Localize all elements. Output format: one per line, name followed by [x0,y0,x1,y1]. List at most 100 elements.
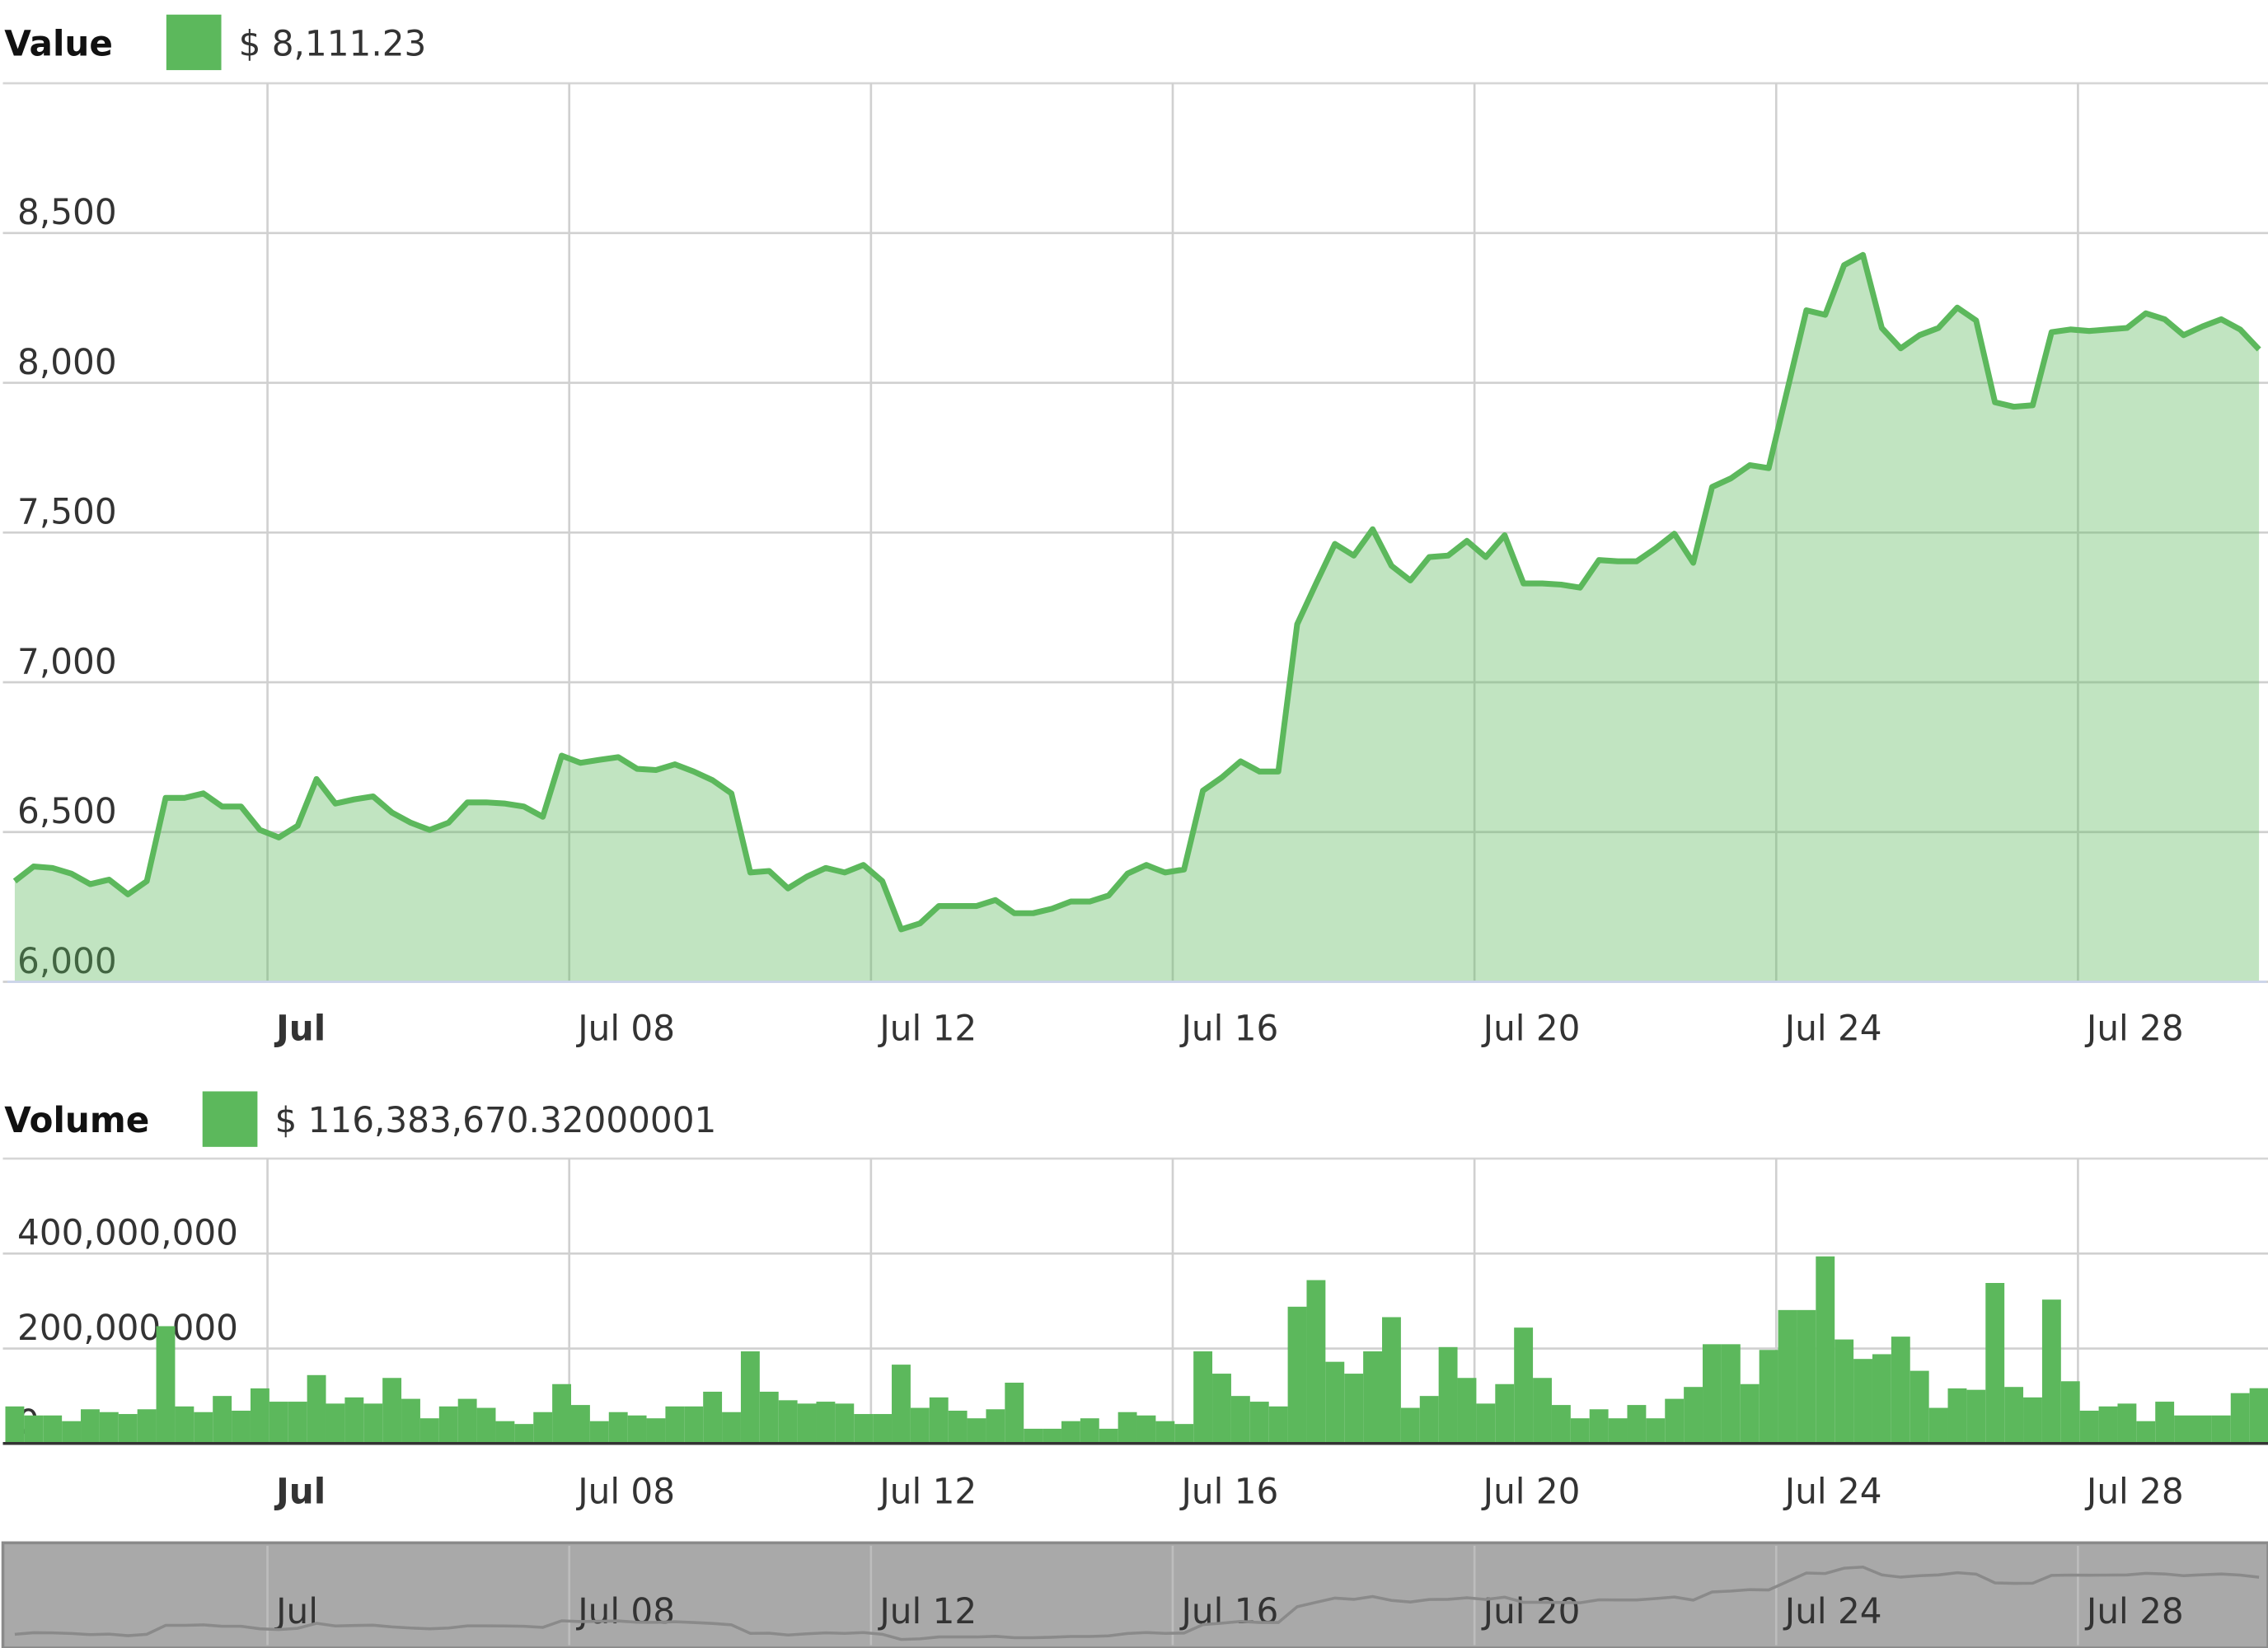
bar [62,1421,82,1444]
bar [2004,1387,2024,1444]
bar [1608,1418,1628,1444]
bar [1080,1418,1099,1444]
bar [533,1412,553,1444]
bar [873,1414,893,1444]
y-tick-label: 7,500 [17,491,117,531]
bar [401,1398,420,1444]
bar [2155,1402,2175,1444]
bar [1947,1388,1967,1444]
navigator-x-label: Jul 12 [877,1591,977,1632]
bar [1872,1354,1891,1444]
bar [2023,1397,2042,1444]
bar [797,1403,817,1444]
bar [740,1351,760,1444]
bar [2230,1393,2250,1444]
y-tick-label: 8,000 [17,342,117,382]
bar [438,1406,458,1444]
x-tick-label: Jul 16 [1179,1471,1279,1511]
bar [1551,1405,1571,1444]
bar [2192,1415,2212,1444]
bar [1363,1351,1382,1444]
bar [326,1403,345,1444]
bar [307,1374,326,1444]
x-tick-label: Jul 28 [2084,1471,2184,1511]
bar [2041,1299,2061,1444]
x-tick-label: Jul 20 [1481,1471,1581,1511]
bar [1835,1339,1854,1444]
bar [1514,1327,1534,1444]
bar [1646,1418,1666,1444]
bar [722,1412,741,1444]
bar [2211,1415,2231,1444]
bar [99,1412,119,1444]
bar [2249,1388,2268,1444]
bar [1457,1378,1477,1444]
legend-swatch [202,1091,258,1147]
bar [1287,1306,1307,1444]
bar [232,1411,251,1444]
bar [1212,1374,1231,1444]
bar [1778,1309,1797,1444]
bar [646,1418,666,1444]
bar [1928,1407,1948,1444]
x-tick-label: Jul 08 [575,1471,675,1511]
area [14,255,2260,982]
bar [43,1415,63,1444]
bar [627,1415,647,1444]
x-tick-label: Jul 24 [1783,1008,1882,1048]
bar [1495,1383,1515,1444]
bar [929,1397,949,1444]
bar [1665,1398,1685,1444]
bar [1136,1415,1156,1444]
bar [156,1326,176,1444]
bar [1249,1402,1269,1444]
bar [344,1397,364,1444]
bar [2136,1421,2156,1444]
navigator[interactable] [1,1541,2268,1648]
bar [175,1406,194,1444]
bar [1570,1418,1590,1444]
bar [1268,1406,1288,1444]
bar [457,1398,477,1444]
bar [269,1402,288,1444]
bar [589,1421,609,1444]
bar [948,1411,968,1444]
bar [1155,1421,1175,1444]
bar [2060,1381,2080,1444]
bar [1703,1344,1722,1444]
bar [1230,1396,1250,1444]
bar [910,1407,930,1444]
bar [1476,1403,1496,1444]
navigator-x-label: Jul 24 [1783,1591,1882,1632]
navigator-x-label: Jul 08 [575,1591,675,1632]
y-tick-label: 6,500 [17,791,117,831]
bar [363,1403,383,1444]
y-tick-label: 200,000,000 [17,1308,238,1348]
bar [1005,1383,1024,1444]
bar [1740,1383,1760,1444]
legend-value: $ 8,111.23 [239,23,427,63]
bar [986,1409,1005,1444]
bar [552,1383,571,1444]
bar [514,1424,534,1444]
bar [967,1418,986,1444]
bar [2117,1403,2137,1444]
y-tick-label: 6,000 [17,941,117,981]
bar [2174,1415,2193,1444]
bar [1721,1344,1741,1444]
bar [1627,1405,1647,1444]
navigator-line [14,1565,2260,1641]
bar [608,1412,628,1444]
bar [137,1409,157,1444]
series-name: Value [4,23,113,63]
bar [288,1402,307,1444]
line [12,251,2261,933]
bar [759,1391,779,1444]
bar [1174,1424,1194,1444]
bar [778,1400,798,1444]
y-tick-label: 400,000,000 [17,1212,238,1252]
bar [476,1407,496,1444]
bar [118,1414,138,1444]
